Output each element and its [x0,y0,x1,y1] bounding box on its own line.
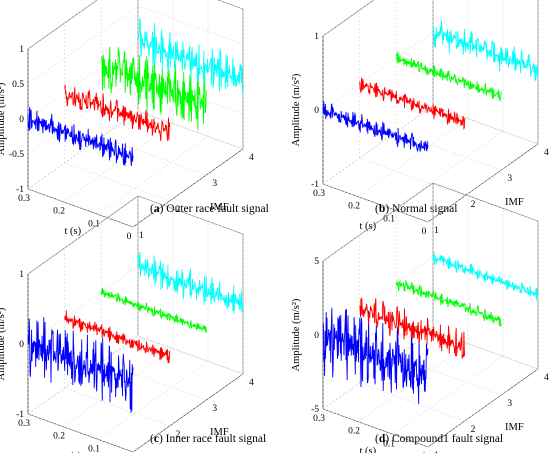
imf-tick-label: 1 [139,231,144,241]
t-tick-label: 0.1 [383,439,395,449]
series-imf-2 [64,310,171,364]
series-imf-2 [359,77,466,130]
z-tick-label: 5 [314,257,319,267]
series-imf-4 [432,252,539,301]
series-imf-2 [64,84,171,142]
imf-tick-label: 1 [434,226,439,236]
series-imf-2 [359,297,466,359]
z-tick-label: 0.5 [12,80,24,90]
z-tick-label: -5 [311,405,319,415]
imf-tick-label: 3 [212,404,217,414]
imf-tick-label: 2 [471,200,476,210]
z-axis-label: Amplitude (m/s²) [0,82,7,155]
series-imf-1 [27,106,134,166]
t-tick-label: 0.2 [53,432,65,442]
t-tick-label: 0 [422,227,427,237]
panel-caption: (d) Compound1 fault signal [375,433,503,445]
imf-tick-label: 2 [471,425,476,435]
t-tick-label: 0.1 [88,444,100,453]
z-tick-label: 0 [19,340,24,350]
imf-tick-label: 4 [249,153,254,163]
imf-axis-label: IMF [210,202,229,213]
z-tick-label: -1 [311,180,319,190]
chart-panel-4: -5 0 5 0 0.1 0.2 0.3 1 2 3 4 t (s) IMF Amplitude (m/s… [291,182,549,458]
series-imf-3 [100,46,207,131]
t-tick-label: 0.2 [348,202,360,212]
t-axis-label: t (s) [360,446,377,453]
series-imf-4 [137,18,244,95]
imf-tick-label: 4 [249,378,254,388]
z-tick-label: -1 [16,185,24,195]
t-tick-label: 0.3 [18,194,30,204]
z-tick-label: 1 [314,32,319,42]
imf-axis-label: IMF [505,197,524,208]
imf-axis-label: IMF [505,422,524,433]
panel-caption: (a) Outer race fault signal [150,203,269,215]
t-tick-label: 0.1 [88,219,100,229]
imf-axis-label: IMF [210,427,229,438]
series-imf-1 [322,101,429,153]
series-imf-3 [395,280,502,327]
panel-caption: (c) Inner race fault signal [150,433,266,445]
z-axis-label: Amplitude (m/s²) [291,73,302,146]
t-tick-label: 0.3 [313,414,325,424]
z-tick-label: 0 [314,331,319,341]
t-axis-label: t (s) [65,226,82,237]
series-imf-4 [137,251,244,314]
z-tick-label: 1 [19,270,24,280]
t-tick-label: 0.3 [18,419,30,429]
axes-box [322,182,539,448]
t-tick-label: 0 [127,232,132,242]
z-tick-label: -1 [16,410,24,420]
imf-tick-label: 2 [176,430,181,440]
z-axis-label: Amplitude (m/s²) [0,307,7,380]
series-imf-3 [395,51,502,102]
t-tick-label: 0.2 [53,207,65,217]
imf-tick-label: 2 [176,205,181,215]
imf-tick-label: 3 [212,179,217,189]
t-tick-label: 0.3 [313,189,325,199]
z-tick-label: -0.5 [9,150,24,160]
series-imf-1 [27,317,134,413]
t-tick-label: 0.2 [348,427,360,437]
imf-tick-label: 3 [507,174,512,184]
imf-tick-label: 3 [507,399,512,409]
series-imf-1 [322,307,429,405]
imf-tick-label: 4 [544,373,549,383]
imf-tick-label: 4 [544,148,549,158]
z-axis-label: Amplitude (m/s²) [291,298,302,371]
axes-box [27,195,244,453]
z-tick-label: 0 [314,106,319,116]
z-tick-label: 1 [19,45,24,55]
series-imf-4 [432,20,539,81]
axes-box [27,0,244,228]
panel-caption: (b) Normal signal [375,203,457,215]
series-imf-3 [100,287,207,333]
z-tick-label: 0 [19,115,24,125]
t-axis-label: t (s) [360,221,377,232]
t-tick-label: 0.1 [383,214,395,224]
